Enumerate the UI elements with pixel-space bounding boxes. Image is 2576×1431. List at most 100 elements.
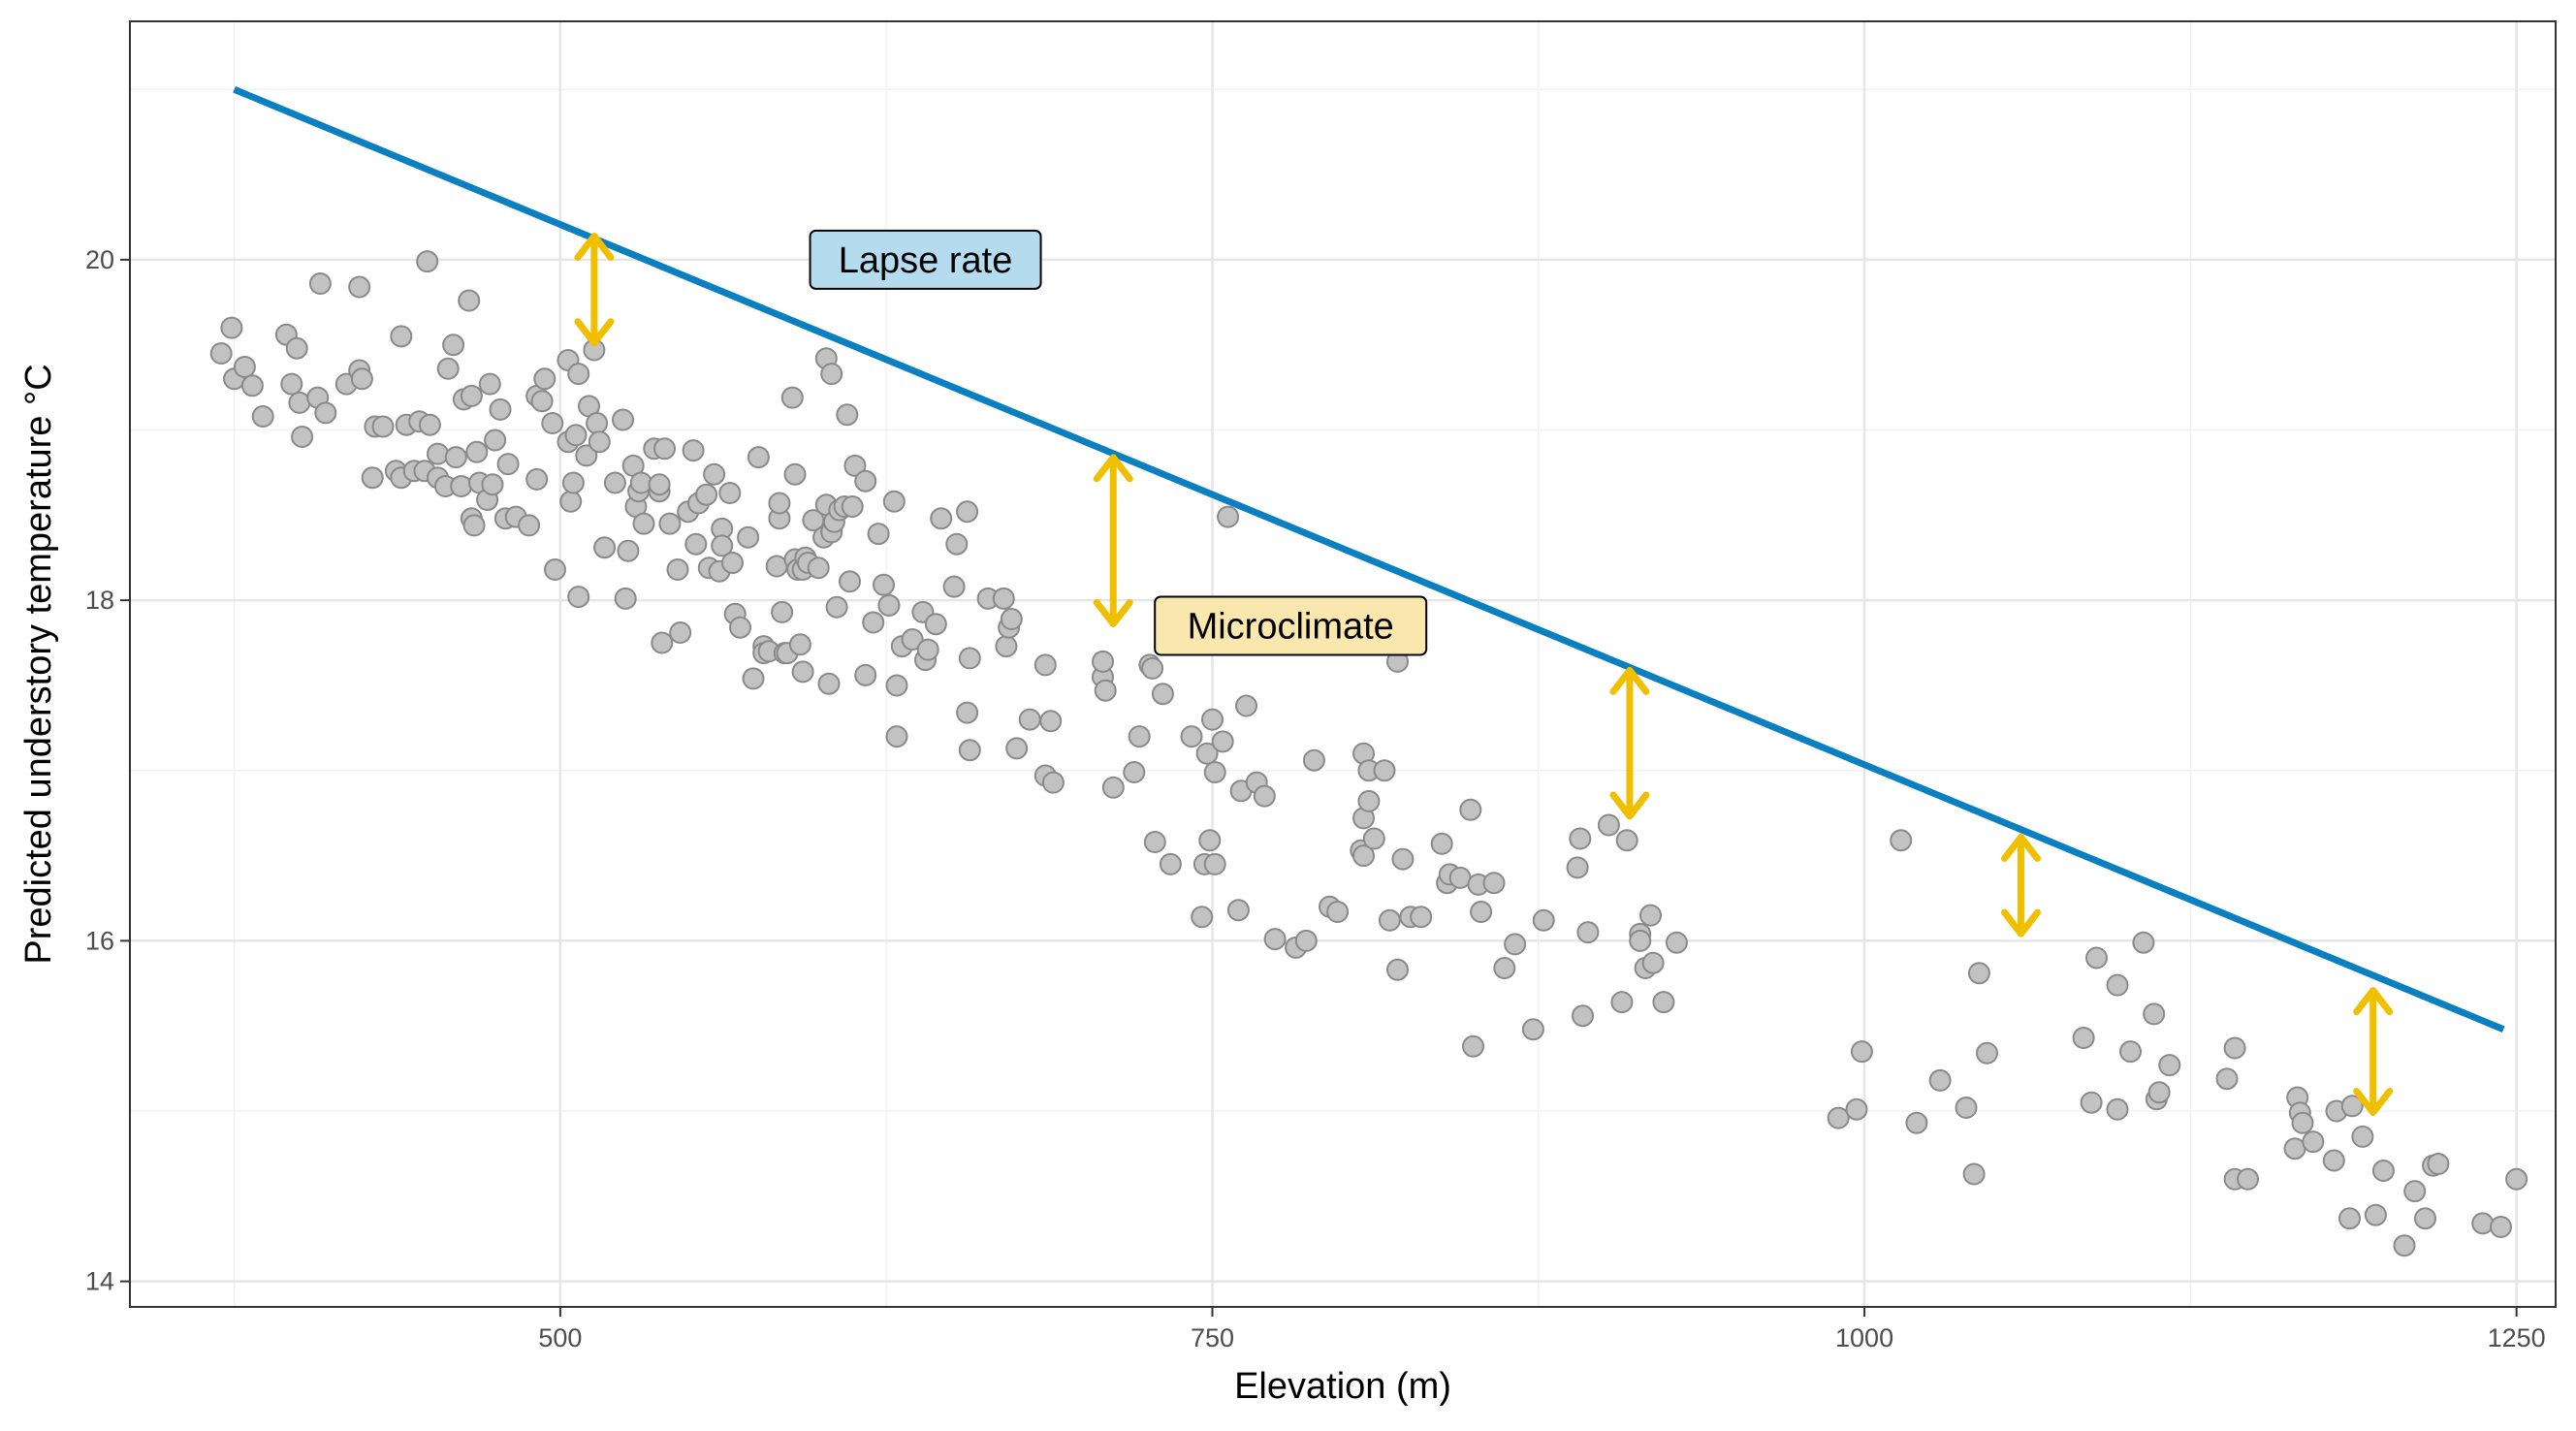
data-point xyxy=(873,573,895,596)
data-point xyxy=(820,363,843,386)
x-axis-title: Elevation (m) xyxy=(1234,1366,1451,1407)
data-point xyxy=(1597,813,1620,837)
data-point xyxy=(695,483,718,506)
data-point xyxy=(427,442,449,465)
data-point xyxy=(1180,725,1203,748)
data-point xyxy=(1000,608,1023,630)
data-point xyxy=(1092,650,1114,673)
data-point xyxy=(1504,933,1527,956)
data-point xyxy=(541,412,564,434)
data-point xyxy=(1905,1111,1928,1134)
data-point xyxy=(1039,710,1063,733)
data-point xyxy=(1226,899,1250,922)
x-axis-ticks: 500 750 1000 1250 xyxy=(538,1307,2546,1352)
data-point xyxy=(462,514,486,537)
data-point xyxy=(1391,847,1415,871)
data-point xyxy=(442,334,465,357)
data-point xyxy=(2403,1180,2427,1203)
data-point xyxy=(1576,921,1600,944)
data-point xyxy=(1094,679,1117,702)
data-point xyxy=(1005,737,1029,760)
data-point xyxy=(1128,725,1151,748)
data-point xyxy=(885,674,908,697)
data-point xyxy=(1041,771,1065,794)
microclimate-arrows xyxy=(574,233,2394,1117)
data-point xyxy=(2371,1160,2395,1182)
data-point xyxy=(314,401,337,425)
lapse-rate-line xyxy=(233,86,2505,1033)
microclimate-arrow xyxy=(1093,454,1133,627)
data-point xyxy=(1459,798,1482,821)
data-point xyxy=(1482,872,1506,895)
data-point xyxy=(436,357,460,380)
data-point xyxy=(1151,683,1174,706)
data-point xyxy=(567,363,590,386)
data-point xyxy=(2143,1002,2166,1026)
data-point xyxy=(867,523,890,546)
data-point xyxy=(209,342,233,365)
data-point xyxy=(575,444,598,467)
data-point xyxy=(882,490,906,513)
data-point xyxy=(240,374,264,398)
data-point xyxy=(924,613,947,636)
data-point xyxy=(839,570,861,593)
data-point xyxy=(1410,906,1433,929)
data-point xyxy=(854,663,877,686)
data-point xyxy=(416,250,439,273)
data-point xyxy=(2490,1216,2512,1238)
data-point xyxy=(1386,958,1409,981)
data-point xyxy=(682,439,705,462)
data-point xyxy=(617,539,640,562)
x-tick-label: 500 xyxy=(538,1323,582,1352)
data-point xyxy=(836,403,859,427)
data-point xyxy=(729,616,751,639)
y-tick-label: 20 xyxy=(85,245,114,274)
y-tick-label: 14 xyxy=(85,1267,114,1296)
data-point xyxy=(567,586,590,609)
data-point xyxy=(1191,906,1214,929)
data-point xyxy=(2505,1167,2528,1191)
data-point xyxy=(478,372,501,396)
data-point xyxy=(1378,908,1401,932)
microclimate-arrow xyxy=(2000,834,2041,938)
data-point xyxy=(1352,844,1375,868)
data-point xyxy=(1326,901,1350,923)
data-point xyxy=(956,500,979,524)
data-point xyxy=(1566,856,1589,879)
data-point xyxy=(1962,1162,1986,1186)
data-point xyxy=(2338,1207,2361,1230)
data-point xyxy=(788,633,811,656)
data-point xyxy=(841,495,864,518)
data-point xyxy=(2471,1212,2495,1235)
data-point xyxy=(1462,1034,1484,1058)
data-point xyxy=(901,628,924,651)
data-point xyxy=(703,462,726,486)
data-point xyxy=(1569,827,1592,850)
data-point xyxy=(612,408,634,431)
data-point xyxy=(843,454,867,477)
data-point xyxy=(586,412,609,434)
data-point xyxy=(348,275,371,299)
y-tick-label: 18 xyxy=(85,586,114,615)
data-point xyxy=(496,453,520,476)
data-point xyxy=(2147,1081,2171,1104)
data-point xyxy=(458,289,481,312)
data-point xyxy=(648,473,671,496)
data-point xyxy=(1532,908,1555,932)
data-point xyxy=(747,446,770,469)
data-point xyxy=(669,621,692,644)
data-point xyxy=(371,415,395,438)
data-point xyxy=(390,325,413,348)
data-point xyxy=(632,512,655,535)
data-point xyxy=(288,391,311,414)
data-points xyxy=(209,250,2528,1257)
data-point xyxy=(1235,694,1257,717)
data-point xyxy=(285,336,308,360)
data-point xyxy=(525,467,549,491)
data-point xyxy=(518,514,541,537)
data-point xyxy=(444,446,467,469)
data-point xyxy=(2072,1027,2095,1049)
data-point xyxy=(862,611,885,634)
data-point xyxy=(1123,761,1146,783)
